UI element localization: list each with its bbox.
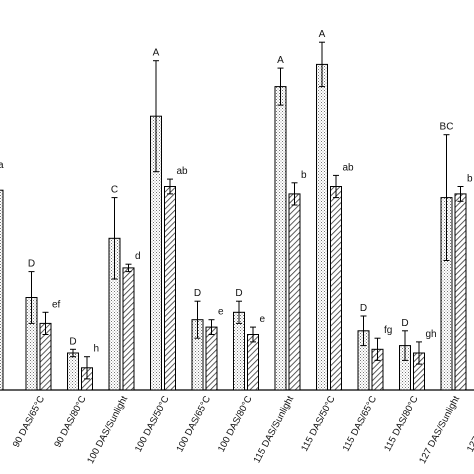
significance-letter-s1-1: D <box>69 336 76 347</box>
bar-s2-4 <box>205 326 218 391</box>
significance-letter-s2-8: fg <box>384 325 392 336</box>
significance-letter-s1-5: D <box>235 288 242 299</box>
x-tick-label-11: 127 DAS/50°C <box>465 394 474 454</box>
significance-letter-s2-0: ef <box>52 299 61 310</box>
significance-letter-s1-9: D <box>401 318 408 329</box>
significance-letter-s1-4: D <box>194 288 201 299</box>
bar-partial-left <box>0 189 4 391</box>
significance-letter-s2-5: e <box>260 314 266 325</box>
x-tick-label-10: 127 DAS/Sunlight <box>417 394 462 466</box>
significance-letter-s2-6: b <box>301 170 307 181</box>
bar-partial-left-letter: a <box>0 160 4 171</box>
significance-letter-s2-4: e <box>218 307 224 318</box>
x-tick-label-4: 100 DAS/65°C <box>174 394 213 454</box>
x-tick-label-8: 115 DAS/65°C <box>341 394 380 453</box>
x-tick-label-9: 115 DAS/80°C <box>382 394 421 453</box>
significance-letter-s1-10: BC <box>440 122 454 133</box>
significance-letter-s2-1: h <box>94 344 100 355</box>
significance-letter-s1-3: A <box>153 48 160 59</box>
significance-letter-s2-7: ab <box>343 162 355 173</box>
significance-letter-s2-9: gh <box>426 329 437 340</box>
bar-s2-6 <box>288 193 301 391</box>
x-tick-label-7: 115 DAS/50°C <box>299 394 338 453</box>
significance-letter-s1-8: D <box>360 303 367 314</box>
significance-letter-s1-2: C <box>111 185 118 196</box>
bar-s2-10 <box>454 193 467 391</box>
significance-letter-s1-0: D <box>28 259 35 270</box>
significance-letter-s2-2: d <box>135 251 141 262</box>
x-tick-label-2: 100 DAS/Sunlight <box>85 394 130 466</box>
plot-area: a Def 90 DAS/65°C Dh 90 DAS/80°C Cd 100 DAS/Su… <box>0 29 474 466</box>
bar-s1-6 <box>274 86 287 391</box>
significance-letter-s1-7: A <box>319 29 326 40</box>
x-tick-label-1: 90 DAS/80°C <box>52 394 88 449</box>
bar-s2-3 <box>164 186 176 391</box>
bar-s1-1 <box>67 352 79 391</box>
bar-s2-2 <box>122 267 135 391</box>
x-tick-label-5: 100 DAS/80°C <box>216 394 255 454</box>
significance-letter-s1-6: A <box>277 55 284 66</box>
x-tick-label-0: 90 DAS/65°C <box>11 394 47 449</box>
bar-s1-7 <box>316 63 328 391</box>
significance-letter-s2-3: ab <box>177 166 189 177</box>
x-tick-label-6: 115 DAS/Sunlight <box>252 394 297 465</box>
bar-s1-5 <box>233 311 245 391</box>
bar-s2-5 <box>247 334 259 391</box>
x-tick-label-3: 100 DAS/50°C <box>133 394 172 454</box>
significance-letter-s2-10: b <box>467 174 473 185</box>
bar-s2-7 <box>330 186 342 391</box>
